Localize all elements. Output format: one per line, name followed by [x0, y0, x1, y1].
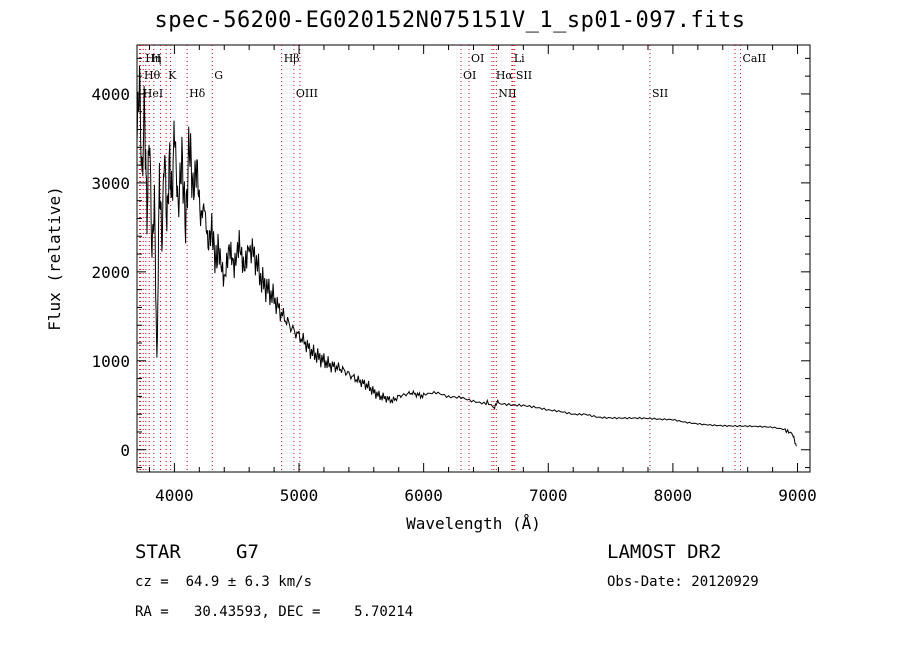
redshift-text: cz = 64.9 ± 6.3 km/s [135, 574, 313, 590]
plot-frame [136, 44, 811, 473]
spectral-line-label: Hη [145, 52, 161, 65]
spectral-line-label: H [151, 52, 161, 65]
spectral-line-label: K [168, 69, 177, 82]
coordinates-text: RA = 30.43593, DEC = 5.70214 [135, 604, 414, 620]
spectral-line-label: HeI [143, 87, 163, 100]
spectral-line-label: Hδ [189, 87, 206, 100]
spectral-line-label: SII [652, 87, 668, 100]
spectral-line-label: OI [463, 69, 476, 82]
x-tick-label: 5000 [280, 486, 319, 505]
chart-title: spec-56200-EG020152N075151V_1_sp01-097.f… [154, 8, 746, 33]
spectral-line-label: Hα [496, 69, 514, 82]
spectral-line-label: OIII [296, 87, 318, 100]
y-tick-label: 3000 [91, 174, 130, 193]
obs-date-text: Obs-Date: 20120929 [607, 574, 759, 590]
spectral-line-label: CaII [742, 52, 766, 65]
spectral-line-label: Hβ [284, 52, 300, 65]
spectral-line-label: SII [516, 69, 532, 82]
spectral-line-label: OI [471, 52, 484, 65]
spectral-line-label: Li [514, 52, 525, 65]
survey-label: LAMOST DR2 [607, 541, 722, 563]
object-subclass: G7 [236, 541, 259, 563]
y-tick-label: 1000 [91, 352, 130, 371]
spectrum-line [136, 65, 797, 447]
y-tick-label: 2000 [91, 263, 130, 282]
spectral-line-label: Hθ [144, 69, 161, 82]
y-tick-label: 0 [120, 441, 130, 460]
object-class: STAR [135, 541, 181, 563]
x-tick-label: 6000 [404, 486, 443, 505]
y-tick-label: 4000 [91, 85, 130, 104]
x-axis-label: Wavelength (Å) [406, 514, 541, 533]
y-axis-label: Flux (relative) [45, 186, 64, 331]
spectral-line-label: G [214, 69, 223, 82]
x-tick-label: 9000 [778, 486, 817, 505]
x-tick-label: 7000 [529, 486, 568, 505]
spectral-line-label: NII [498, 87, 516, 100]
x-tick-label: 4000 [155, 486, 194, 505]
x-tick-label: 8000 [654, 486, 693, 505]
